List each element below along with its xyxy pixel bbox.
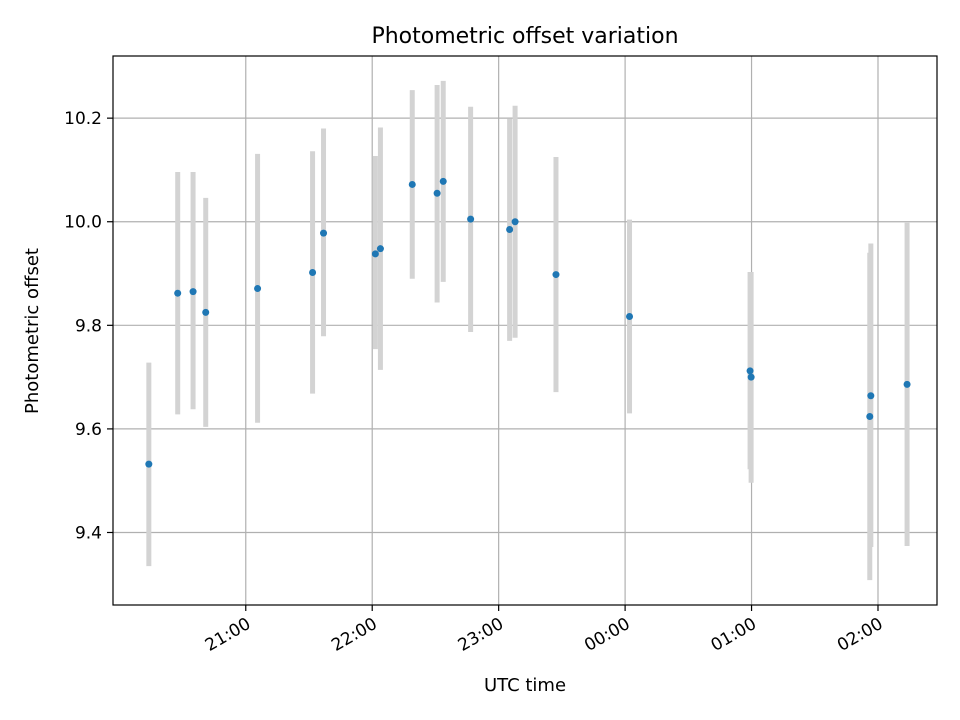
data-point [433,189,441,197]
data-point [309,268,317,276]
data-point [439,177,447,185]
data-point [866,412,874,420]
data-point [467,215,475,223]
y-axis-label: Photometric offset [22,248,43,414]
data-point [202,308,210,316]
data-point [511,218,519,226]
data-point [747,373,755,381]
x-axis-label: UTC time [484,675,566,696]
data-point [408,180,416,188]
data-point [746,367,754,375]
plot-frame [112,55,938,606]
data-point [376,245,384,253]
y-axis-ticks: 9.4 9.6 9.8 10.0 10.2 [64,109,113,543]
y-tick-label: 10.0 [64,213,102,233]
data-point [320,229,328,237]
data-points [145,177,911,468]
y-tick-label: 9.6 [75,420,102,440]
data-point [189,288,197,296]
data-point [626,313,634,321]
y-tick-label: 9.4 [75,523,102,543]
data-point [506,226,514,234]
data-point [552,271,560,279]
y-tick-label: 9.8 [75,316,102,336]
data-point [371,250,379,258]
data-point [867,392,875,400]
data-point [145,460,153,468]
chart-title: Photometric offset variation [371,24,678,49]
y-tick-label: 10.2 [64,109,102,129]
data-point [174,289,182,297]
data-point [903,380,911,388]
data-point [254,285,262,293]
